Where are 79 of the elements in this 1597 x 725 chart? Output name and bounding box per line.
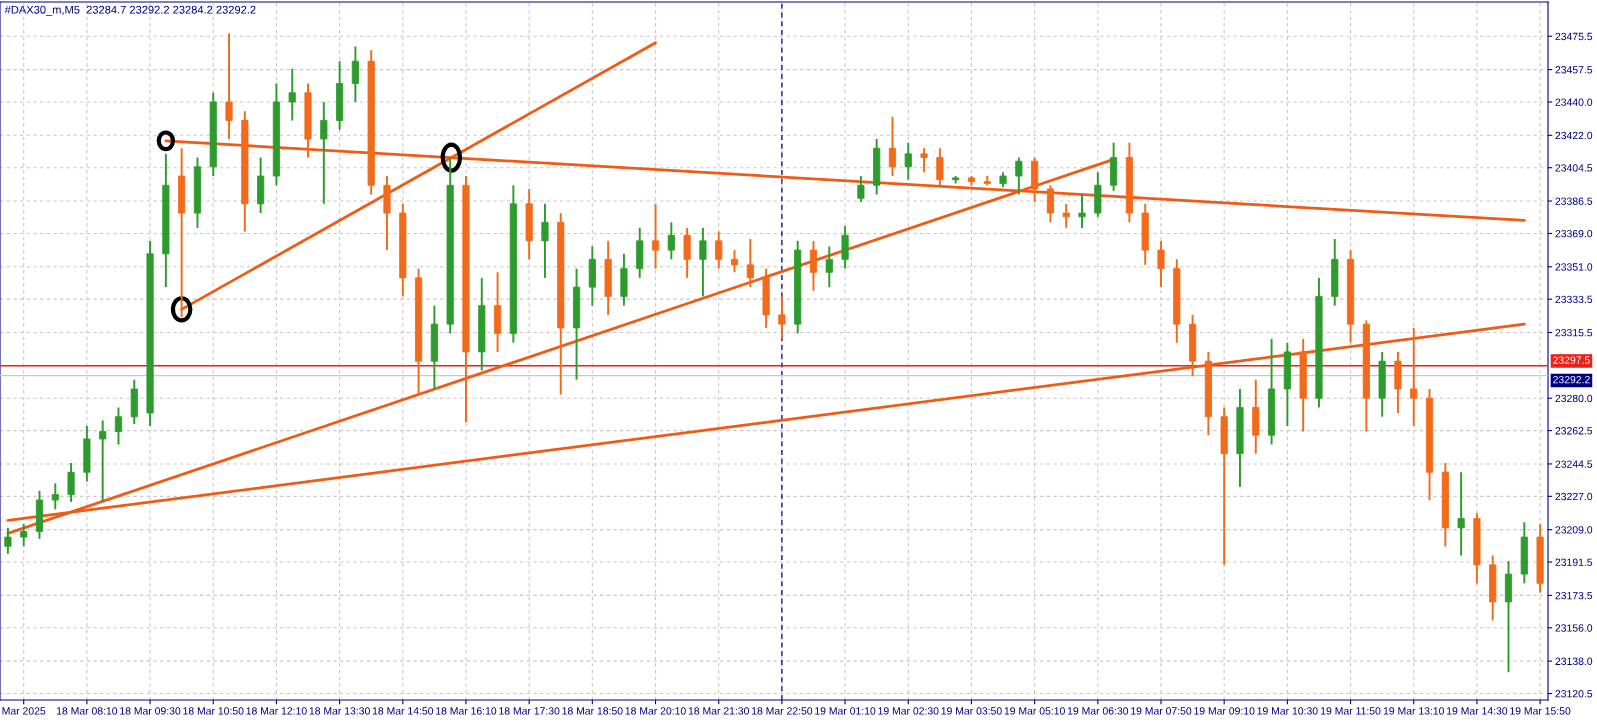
ref-line-label: 23292.2 <box>1553 375 1590 384</box>
y-tick-label: 23156.0 <box>1555 624 1593 632</box>
x-tick-label: 18 Mar 21:30 <box>688 707 749 715</box>
y-tick-label: 23138.0 <box>1555 657 1593 665</box>
x-tick-label: 19 Mar 14:30 <box>1447 707 1508 715</box>
candlestick <box>320 101 328 205</box>
candlestick <box>67 462 75 503</box>
candlestick <box>904 141 912 181</box>
candlestick <box>825 245 833 289</box>
x-tick-label: Mar 2025 <box>2 707 46 715</box>
candlestick <box>114 406 123 446</box>
y-tick-label: 23244.5 <box>1555 460 1593 468</box>
candlestick <box>99 419 107 503</box>
y-tick-label: 23315.5 <box>1555 328 1593 337</box>
candlestick <box>4 526 12 555</box>
candlestick <box>225 32 233 140</box>
candlestick <box>715 230 723 270</box>
y-tick-label: 23227.0 <box>1555 492 1593 501</box>
y-tick-label: 23386.5 <box>1555 197 1593 205</box>
x-tick-label: 19 Mar 05:10 <box>1004 707 1065 715</box>
x-tick-label: 19 Mar 11:50 <box>1321 707 1381 715</box>
x-tick-label: 18 Mar 10:50 <box>183 707 244 715</box>
y-tick-label: 23351.0 <box>1555 263 1593 271</box>
candlestick <box>1457 471 1465 557</box>
y-tick-label: 23475.5 <box>1555 32 1593 41</box>
y-tick-label: 23333.5 <box>1555 295 1593 304</box>
x-tick-label: 18 Mar 14:50 <box>372 707 434 715</box>
candlestick <box>20 523 28 548</box>
candlestick <box>888 115 897 178</box>
y-tick-label: 23280.0 <box>1555 394 1593 403</box>
y-tick-label: 23209.0 <box>1555 526 1593 534</box>
candlestick <box>667 221 675 261</box>
candlestick <box>699 226 707 298</box>
chart-title: #DAX30_m,M5 23284.7 23292.2 23284.2 23292.2 <box>4 5 256 16</box>
x-tick-label: 19 Mar 15:50 <box>1510 707 1571 715</box>
x-tick-label: 19 Mar 06:30 <box>1067 707 1129 715</box>
y-tick-label: 23262.5 <box>1555 427 1593 435</box>
y-tick-label: 23440.0 <box>1555 98 1593 106</box>
candlestick <box>351 45 359 103</box>
candlestick <box>746 238 754 289</box>
x-tick-label: 18 Mar 13:30 <box>309 707 370 715</box>
candlestick <box>730 249 739 274</box>
x-tick-label: 19 Mar 07:50 <box>1131 707 1192 715</box>
y-tick-label: 23422.0 <box>1555 131 1593 140</box>
candlestick <box>809 239 818 292</box>
candlestick <box>920 147 928 174</box>
x-tick-label: 18 Mar 17:30 <box>499 707 560 715</box>
candlestick <box>1157 239 1165 289</box>
ref-line-label: 23297.5 <box>1553 356 1590 364</box>
x-tick-label: 18 Mar 09:30 <box>120 707 181 715</box>
y-tick-label: 23457.5 <box>1555 66 1593 74</box>
x-tick-label: 18 Mar 12:10 <box>246 707 307 715</box>
candlestick <box>1410 326 1418 427</box>
candlestick <box>778 295 786 340</box>
y-tick-label: 23404.5 <box>1555 164 1593 172</box>
candlestick <box>857 175 865 203</box>
x-tick-label: 18 Mar 20:10 <box>625 707 686 715</box>
y-tick-label: 23120.5 <box>1555 690 1593 698</box>
y-tick-label: 23191.5 <box>1555 558 1593 566</box>
x-tick-label: 19 Mar 09:10 <box>1194 707 1255 715</box>
x-tick-label: 18 Mar 18:50 <box>562 707 623 715</box>
candlestick <box>651 202 660 270</box>
candlestick <box>1078 193 1086 229</box>
candlestick <box>1062 202 1070 229</box>
candlestick <box>288 67 296 122</box>
x-tick-label: 19 Mar 03:50 <box>941 707 1002 715</box>
x-tick-label: 19 Mar 02:30 <box>878 707 939 715</box>
y-tick-label: 23369.0 <box>1555 229 1593 238</box>
x-tick-label: 19 Mar 01:10 <box>815 707 876 715</box>
x-tick-label: 19 Mar 10:30 <box>1257 707 1318 715</box>
x-tick-label: 18 Mar 08:10 <box>56 707 118 715</box>
candlestick <box>936 147 944 187</box>
x-tick-label: 19 Mar 13:10 <box>1383 707 1445 715</box>
candlestick <box>1015 156 1023 196</box>
x-tick-label: 18 Mar 22:50 <box>752 707 813 715</box>
candlestick <box>541 202 549 279</box>
candlestick <box>51 482 59 511</box>
x-tick-label: 18 Mar 16:10 <box>436 707 497 715</box>
y-tick-label: 23173.5 <box>1555 591 1593 600</box>
